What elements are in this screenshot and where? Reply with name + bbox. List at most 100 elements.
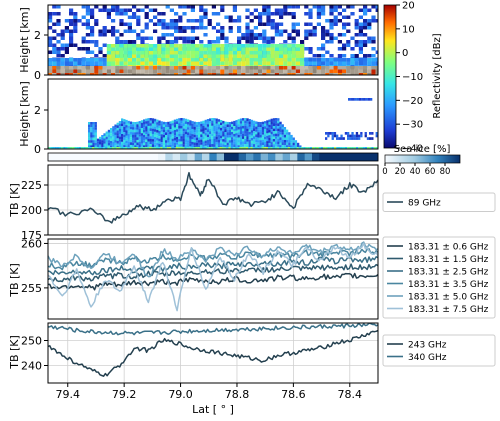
radar-cell	[156, 140, 159, 144]
radar-cell	[232, 73, 237, 75]
radar-cell	[132, 145, 135, 148]
radar-cell	[138, 136, 141, 140]
radar-cell	[283, 44, 288, 48]
radar-cell	[220, 125, 223, 128]
radar-cell	[312, 5, 317, 9]
radar-cell	[367, 58, 372, 62]
radar-cell	[81, 66, 86, 70]
radar-cell	[253, 141, 256, 145]
radar-cell	[190, 73, 195, 75]
radar-cell	[202, 147, 205, 149]
tick-label: 0	[34, 69, 41, 82]
radar-cell	[123, 29, 128, 33]
radar-cell	[102, 54, 107, 58]
radar-cell	[92, 142, 95, 146]
radar-cell	[249, 61, 254, 65]
radar-cell	[56, 22, 61, 26]
radar-cell	[266, 122, 269, 126]
radar-cell	[92, 129, 95, 133]
radar-cell	[160, 123, 163, 127]
radar-cell	[363, 43, 368, 47]
radar-cell	[274, 61, 279, 65]
radar-cell	[171, 130, 174, 134]
radar-cell	[94, 140, 97, 143]
radar-cell	[268, 124, 271, 128]
radar-cell	[143, 132, 146, 136]
radar-cell	[123, 119, 126, 122]
radar-cell	[110, 128, 113, 131]
radar-cell	[292, 142, 295, 146]
radar-cell	[204, 140, 207, 144]
radar-cell	[195, 142, 199, 146]
radar-cell	[148, 8, 153, 12]
radar-cell	[258, 66, 263, 70]
radar-cell	[371, 40, 376, 44]
radar-cell	[132, 73, 137, 75]
radar-cell	[200, 134, 203, 138]
radar-cell	[283, 137, 287, 141]
radar-cell	[140, 122, 144, 126]
radar-cell	[184, 144, 188, 148]
radar-cell	[127, 61, 132, 65]
radar-cell	[296, 147, 299, 149]
radar-cell	[222, 139, 225, 142]
radar-cell	[102, 61, 107, 65]
radar-cell	[85, 61, 90, 65]
radar-cell	[270, 144, 273, 148]
radar-cell	[346, 5, 351, 9]
radar-cell	[325, 147, 328, 149]
radar-cell	[52, 43, 57, 47]
radar-cell	[193, 129, 196, 133]
radar-cell	[220, 143, 223, 147]
radar-cell	[144, 15, 149, 19]
radar-cell	[155, 147, 159, 149]
radar-cell	[211, 54, 216, 58]
radar-cell	[94, 22, 99, 26]
radar-cell	[248, 129, 251, 133]
radar-cell	[182, 26, 187, 30]
radar-cell	[363, 40, 368, 44]
radar-cell	[64, 69, 69, 73]
x-tick-label: 78.8	[225, 388, 250, 401]
radar-cell	[261, 139, 265, 143]
radar-cell	[358, 40, 363, 44]
radar-cell	[266, 44, 271, 48]
radar-cell	[342, 33, 347, 37]
radar-cell	[48, 15, 53, 19]
radar-cell	[253, 144, 256, 147]
radar-cell	[111, 26, 116, 30]
radar-cell	[325, 33, 330, 37]
radar-cell	[248, 139, 251, 143]
radar-cell	[208, 147, 211, 149]
radar-cell	[237, 58, 242, 62]
radar-cell	[283, 145, 287, 148]
radar-cell	[109, 147, 112, 149]
radar-cell	[237, 132, 240, 135]
series-line	[47, 241, 379, 278]
radar-cell	[220, 44, 225, 48]
radar-cell	[199, 15, 204, 19]
radar-cell	[151, 131, 155, 134]
radar-cell	[355, 132, 359, 135]
radar-cell	[333, 66, 338, 70]
radar-cell	[199, 44, 204, 48]
radar-cell	[270, 147, 273, 149]
radar-cell	[165, 142, 168, 146]
radar-cell	[134, 129, 137, 133]
radar-cell	[199, 19, 204, 23]
radar-cell	[226, 129, 229, 133]
radar-cell	[123, 40, 128, 44]
x-axis-label: Lat [ ° ]	[192, 403, 234, 416]
radar-cell	[147, 128, 150, 132]
radar-cell	[186, 26, 191, 30]
y-ticks: 2 0	[34, 104, 48, 156]
radar-cell	[224, 66, 229, 70]
radar-cell	[270, 47, 275, 51]
radar-cell	[259, 142, 262, 146]
radar-cell	[268, 137, 271, 141]
radar-cell	[184, 134, 188, 137]
radar-cell	[258, 61, 263, 65]
radar-cell	[217, 129, 221, 133]
radar-cell	[60, 66, 65, 70]
